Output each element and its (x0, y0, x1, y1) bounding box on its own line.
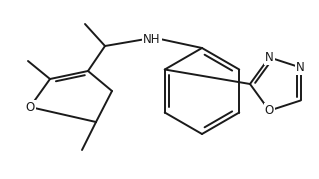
Text: N: N (265, 51, 274, 64)
Text: O: O (265, 104, 274, 117)
Text: O: O (26, 100, 35, 113)
Text: N: N (296, 61, 305, 74)
Text: NH: NH (143, 33, 161, 45)
